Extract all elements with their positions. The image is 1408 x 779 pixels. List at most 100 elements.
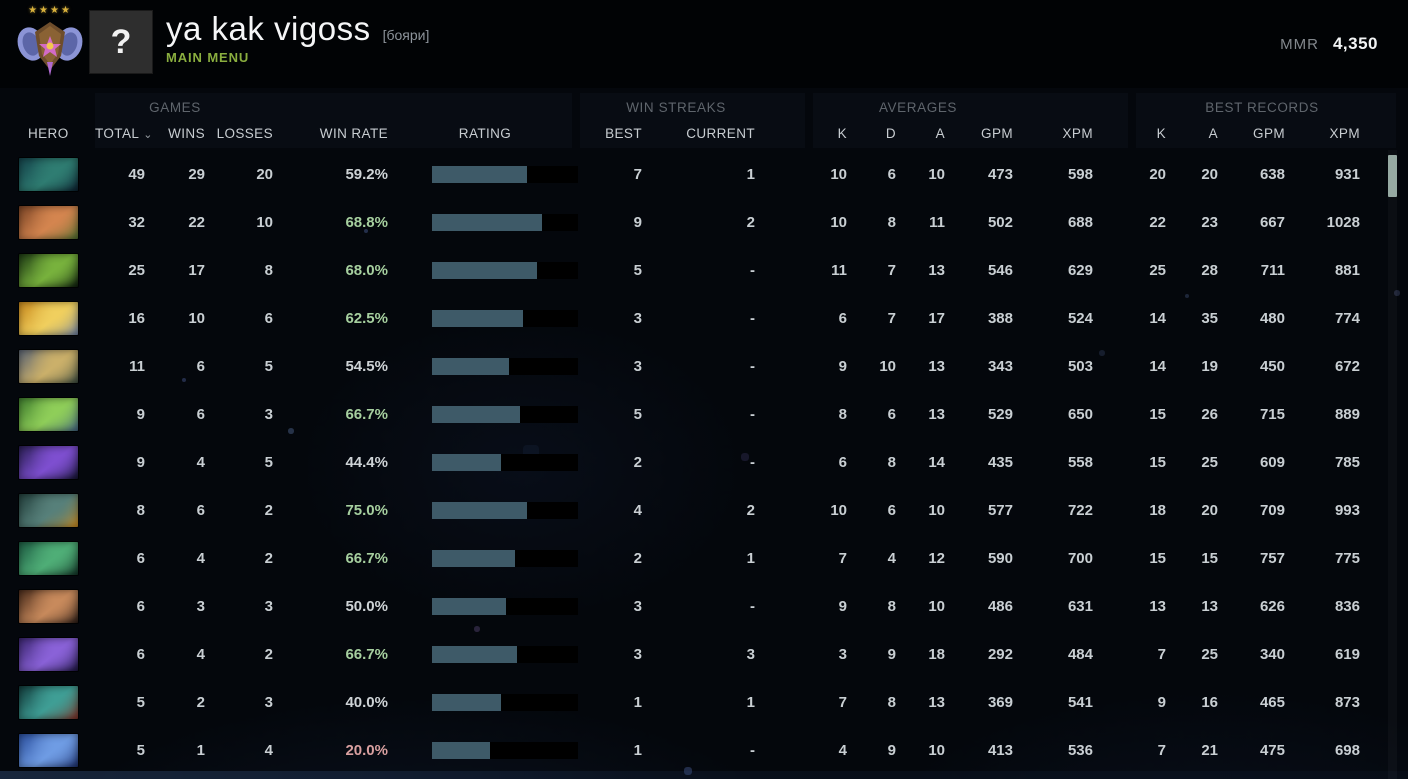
- avg-deaths-value: 8: [887, 597, 896, 615]
- avg-assists-value: 10: [928, 597, 945, 615]
- avatar[interactable]: ?: [90, 11, 152, 73]
- avg-xpm-value: 536: [1067, 741, 1093, 759]
- column-record-assists[interactable]: A: [1208, 126, 1218, 141]
- avg-deaths-value: 8: [887, 453, 896, 471]
- losses-value: 2: [264, 645, 273, 663]
- column-win-rate[interactable]: WIN RATE: [319, 126, 388, 141]
- table-row[interactable]: 11 6 5 54.5% 3 - 9 10 13 343 503 14 19 4…: [0, 342, 1408, 390]
- record-kills-value: 15: [1149, 453, 1166, 471]
- column-record-kills[interactable]: K: [1156, 126, 1166, 141]
- win-rate-value: 66.7%: [345, 405, 388, 423]
- best-streak-value: 9: [633, 213, 642, 231]
- column-record-gpm[interactable]: GPM: [1253, 126, 1285, 141]
- record-kills-value: 7: [1157, 645, 1166, 663]
- column-record-xpm[interactable]: XPM: [1329, 126, 1360, 141]
- current-streak-value: 1: [746, 693, 755, 711]
- column-avg-deaths[interactable]: D: [885, 126, 896, 141]
- rating-bar: [432, 213, 578, 231]
- avg-kills-value: 10: [830, 165, 847, 183]
- table-row[interactable]: 25 17 8 68.0% 5 - 11 7 13 546 629 25 28 …: [0, 246, 1408, 294]
- column-avg-kills[interactable]: K: [837, 126, 847, 141]
- current-streak-value: -: [750, 597, 755, 615]
- rating-bar-fill: [432, 213, 542, 231]
- record-assists-value: 21: [1201, 741, 1218, 759]
- table-body: 49 29 20 59.2% 7 1 10 6 10 473 598 20 20…: [0, 150, 1408, 774]
- losses-value: 6: [264, 309, 273, 327]
- header-panel-averages: [813, 93, 1128, 148]
- rating-bar-fill: [432, 645, 517, 663]
- scrollbar[interactable]: [1388, 150, 1397, 779]
- column-avg-xpm[interactable]: XPM: [1062, 126, 1093, 141]
- scrollbar-thumb[interactable]: [1388, 155, 1397, 197]
- table-row[interactable]: 49 29 20 59.2% 7 1 10 6 10 473 598 20 20…: [0, 150, 1408, 198]
- record-kills-value: 7: [1157, 741, 1166, 759]
- record-xpm-value: 881: [1334, 261, 1360, 279]
- record-kills-value: 14: [1149, 309, 1166, 327]
- avg-gpm-value: 546: [987, 261, 1013, 279]
- rank-medal-icon: ★★★★: [14, 4, 86, 82]
- record-xpm-value: 873: [1334, 693, 1360, 711]
- avatar-placeholder-glyph: ?: [110, 22, 132, 61]
- table-row[interactable]: 6 4 2 66.7% 2 1 7 4 12 590 700 15 15 757…: [0, 534, 1408, 582]
- column-avg-gpm[interactable]: GPM: [981, 126, 1013, 141]
- column-best-streak[interactable]: BEST: [605, 126, 642, 141]
- table-row[interactable]: 5 1 4 20.0% 1 - 4 9 10 413 536 7 21 475 …: [0, 726, 1408, 774]
- total-value: 6: [136, 549, 145, 567]
- record-gpm-value: 626: [1259, 597, 1285, 615]
- column-current-streak[interactable]: CURRENT: [686, 126, 755, 141]
- record-assists-value: 20: [1201, 501, 1218, 519]
- table-row[interactable]: 9 4 5 44.4% 2 - 6 8 14 435 558 15 25 609…: [0, 438, 1408, 486]
- rating-bar-fill: [432, 357, 510, 375]
- avg-deaths-value: 8: [887, 693, 896, 711]
- losses-value: 5: [264, 357, 273, 375]
- avg-assists-value: 13: [928, 405, 945, 423]
- column-wins[interactable]: WINS: [168, 126, 205, 141]
- avg-kills-value: 7: [838, 693, 847, 711]
- table-row[interactable]: 6 3 3 50.0% 3 - 9 8 10 486 631 13 13 626…: [0, 582, 1408, 630]
- record-gpm-value: 709: [1259, 501, 1285, 519]
- column-total[interactable]: TOTAL ⌄: [95, 126, 153, 141]
- total-value: 5: [136, 741, 145, 759]
- losses-value: 5: [264, 453, 273, 471]
- avg-xpm-value: 722: [1067, 501, 1093, 519]
- wins-value: 10: [188, 309, 205, 327]
- record-gpm-value: 667: [1259, 213, 1285, 231]
- table-row[interactable]: 16 10 6 62.5% 3 - 6 7 17 388 524 14 35 4…: [0, 294, 1408, 342]
- table-row[interactable]: 5 2 3 40.0% 1 1 7 8 13 369 541 9 16 465 …: [0, 678, 1408, 726]
- record-xpm-value: 993: [1334, 501, 1360, 519]
- rank-stars: ★★★★: [28, 5, 72, 16]
- table-row[interactable]: 9 6 3 66.7% 5 - 8 6 13 529 650 15 26 715…: [0, 390, 1408, 438]
- best-streak-value: 5: [633, 405, 642, 423]
- table-row[interactable]: 32 22 10 68.8% 9 2 10 8 11 502 688 22 23…: [0, 198, 1408, 246]
- losses-value: 8: [264, 261, 273, 279]
- total-value: 11: [129, 357, 145, 375]
- rating-bar-fill: [432, 549, 516, 567]
- table-row[interactable]: 8 6 2 75.0% 4 2 10 6 10 577 722 18 20 70…: [0, 486, 1408, 534]
- best-streak-value: 3: [633, 597, 642, 615]
- record-gpm-value: 465: [1259, 693, 1285, 711]
- player-name: ya kak vigoss: [166, 10, 371, 47]
- wins-value: 6: [196, 357, 205, 375]
- win-rate-value: 75.0%: [345, 501, 388, 519]
- losses-value: 20: [256, 165, 273, 183]
- record-assists-value: 25: [1201, 645, 1218, 663]
- rating-bar: [432, 549, 578, 567]
- hero-portrait-icon-slark: [19, 493, 78, 527]
- group-label-averages: AVERAGES: [878, 100, 958, 115]
- hero-portrait-icon-bane: [19, 637, 78, 671]
- current-streak-value: 2: [746, 501, 755, 519]
- avg-assists-value: 11: [929, 213, 945, 231]
- column-rating[interactable]: RATING: [458, 126, 512, 141]
- rating-bar-fill: [432, 453, 501, 471]
- rating-bar: [432, 501, 578, 519]
- column-losses[interactable]: LOSSES: [216, 126, 273, 141]
- current-streak-value: -: [750, 741, 755, 759]
- column-avg-assists[interactable]: A: [935, 126, 945, 141]
- avg-assists-value: 12: [928, 549, 945, 567]
- column-hero[interactable]: HERO: [28, 126, 69, 141]
- rating-bar-fill: [432, 597, 507, 615]
- main-menu-link[interactable]: MAIN MENU: [166, 50, 250, 65]
- chevron-down-icon: ⌄: [143, 129, 153, 141]
- table-row[interactable]: 6 4 2 66.7% 3 3 3 9 18 292 484 7 25 340 …: [0, 630, 1408, 678]
- rating-bar: [432, 597, 578, 615]
